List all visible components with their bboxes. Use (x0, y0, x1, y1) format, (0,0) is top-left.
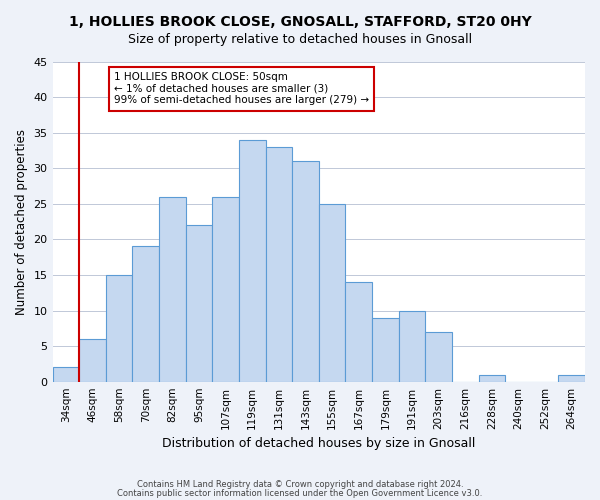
Bar (53, 368, 79, 382)
Bar (372, 318, 398, 382)
Text: 1 HOLLIES BROOK CLOSE: 50sqm
← 1% of detached houses are smaller (3)
99% of semi: 1 HOLLIES BROOK CLOSE: 50sqm ← 1% of det… (114, 72, 369, 106)
Bar (398, 310, 425, 382)
Bar (292, 161, 319, 382)
Bar (106, 275, 133, 382)
Text: Contains public sector information licensed under the Open Government Licence v3: Contains public sector information licen… (118, 489, 482, 498)
Text: Size of property relative to detached houses in Gnosall: Size of property relative to detached ho… (128, 32, 472, 46)
Text: 1, HOLLIES BROOK CLOSE, GNOSALL, STAFFORD, ST20 0HY: 1, HOLLIES BROOK CLOSE, GNOSALL, STAFFOR… (68, 15, 532, 29)
Bar (425, 332, 452, 382)
Bar (212, 196, 239, 382)
Text: Contains HM Land Registry data © Crown copyright and database right 2024.: Contains HM Land Registry data © Crown c… (137, 480, 463, 489)
X-axis label: Distribution of detached houses by size in Gnosall: Distribution of detached houses by size … (162, 437, 475, 450)
Y-axis label: Number of detached properties: Number of detached properties (15, 128, 28, 314)
Bar (239, 140, 266, 382)
Bar (479, 374, 505, 382)
Bar (159, 196, 185, 382)
Bar (319, 204, 346, 382)
Bar (346, 282, 372, 382)
Bar (559, 374, 585, 382)
Bar (79, 339, 106, 382)
Bar (266, 147, 292, 382)
Bar (185, 225, 212, 382)
Bar (133, 246, 159, 382)
